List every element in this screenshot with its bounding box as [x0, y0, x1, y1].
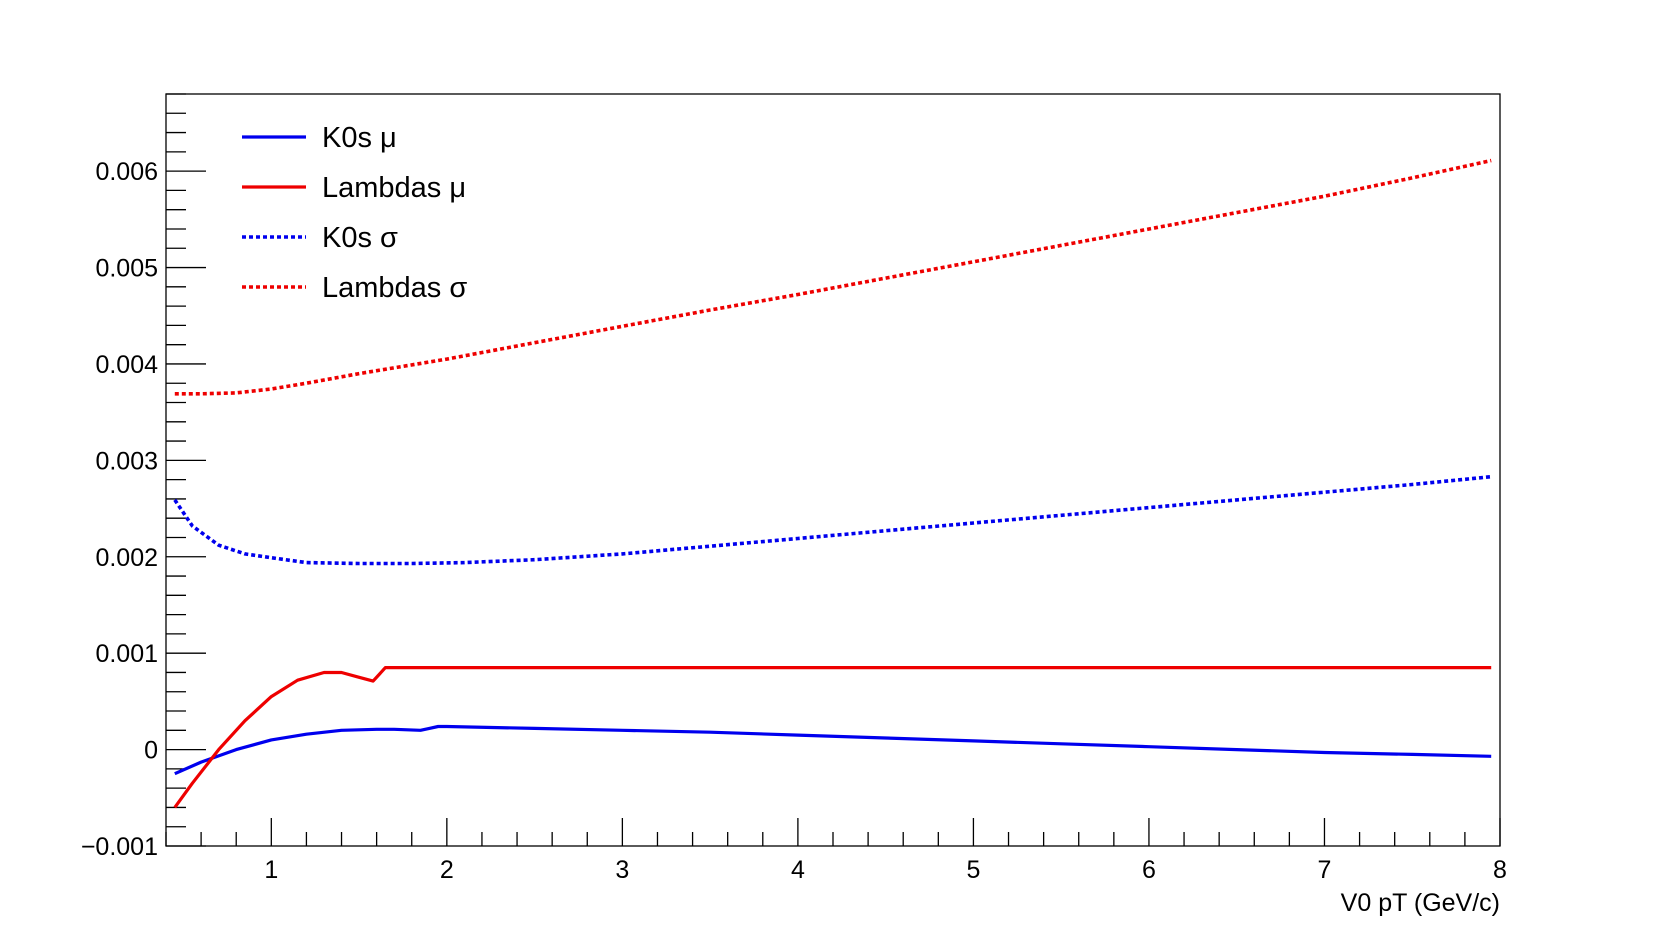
legend-label: K0s μ [322, 122, 397, 154]
ticks-layer: 1 2 3 4 5 6 7 8 −0.001 0 0.001 0.002 0.003 0.004 0.005… [81, 93, 1507, 884]
x-tick-label: 6 [1142, 856, 1156, 884]
legend-label: K0s σ [322, 222, 398, 254]
y-tick-label: −0.001 [81, 833, 158, 861]
legend-label: Lambdas σ [322, 272, 467, 304]
plot-frame [165, 93, 1501, 847]
series-line-3 [173, 474, 1492, 566]
legend: K0s μ Lambdas μ K0s σ Lambdas σ [242, 122, 467, 304]
x-tick-label: 4 [791, 856, 805, 884]
y-tick-label: 0.001 [95, 640, 158, 668]
y-tick-label: 0.005 [95, 255, 158, 283]
x-tick-label: 3 [615, 856, 629, 884]
x-axis-title: V0 pT (GeV/c) [1341, 889, 1500, 917]
x-tick-label: 1 [264, 856, 278, 884]
x-tick-label: 7 [1318, 856, 1332, 884]
series-line-2 [173, 665, 1492, 809]
y-tick-label: 0.003 [95, 447, 158, 475]
y-tick-label: 0.004 [95, 351, 158, 379]
series-line-4 [174, 158, 1492, 396]
x-tick-label: 5 [966, 856, 980, 884]
x-tick-label: 2 [440, 856, 454, 884]
y-tick-label: 0 [144, 737, 158, 765]
x-tick-label: 8 [1493, 856, 1507, 884]
series-line-1 [174, 724, 1492, 776]
legend-label: Lambdas μ [322, 172, 466, 204]
series-layer [173, 158, 1492, 809]
y-tick-label: 0.006 [95, 158, 158, 186]
y-tick-label: 0.002 [95, 544, 158, 572]
